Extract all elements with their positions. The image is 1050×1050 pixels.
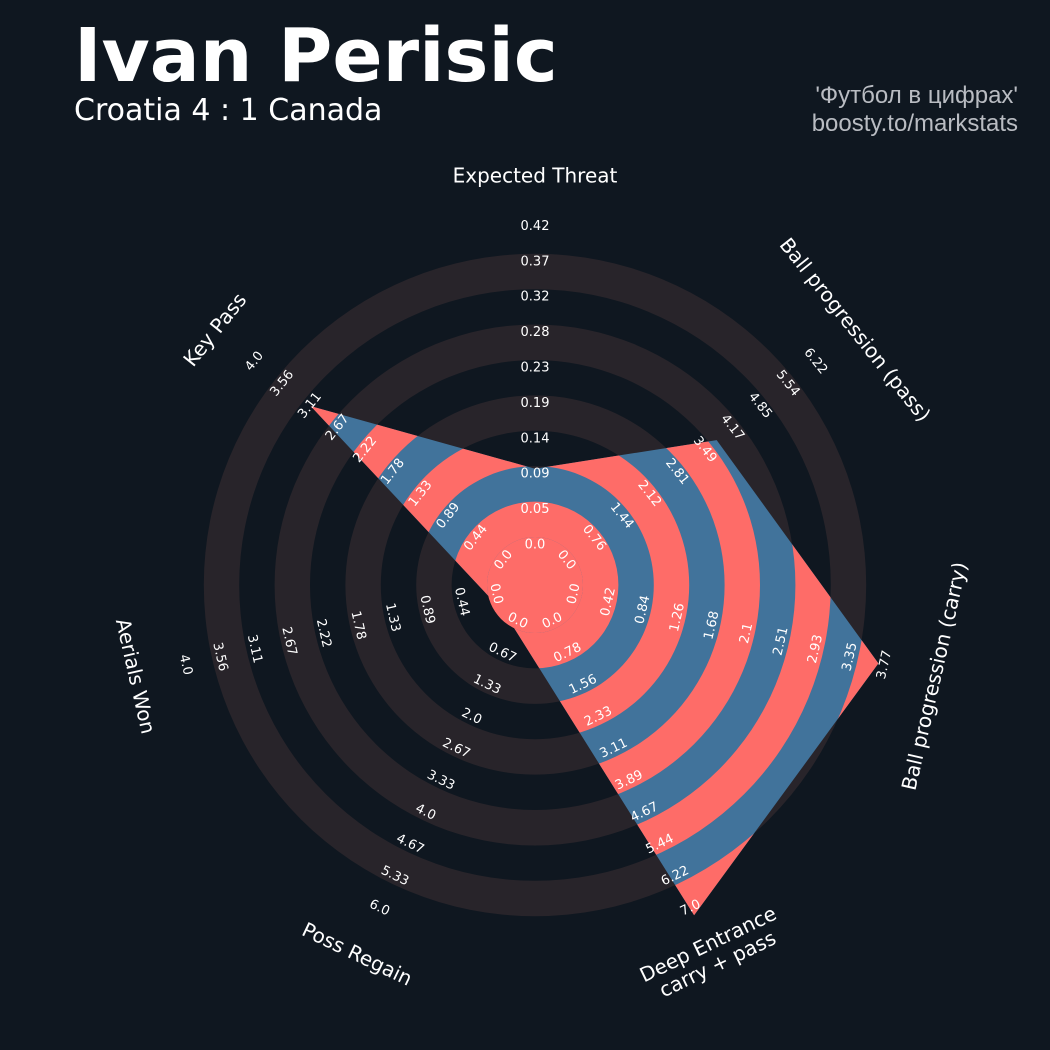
tick-label: 0.89	[416, 594, 437, 626]
tick-label: 1.26	[667, 602, 688, 634]
tick-label: 2.51	[771, 625, 792, 657]
tick-label: 6.0	[367, 897, 392, 919]
tick-label: 0.84	[632, 594, 653, 626]
tick-label: 2.1	[737, 622, 756, 646]
tick-label: 4.0	[242, 349, 267, 375]
tick-label: 0.37	[521, 254, 550, 269]
tick-label: 0.42	[521, 219, 550, 234]
param-label: Ball progression (carry)	[897, 560, 972, 793]
param-label-line: Expected Threat	[453, 163, 618, 187]
param-label: Aerials Won	[111, 616, 161, 736]
param-label-line: Aerials Won	[111, 616, 161, 736]
tick-label: 0.0	[525, 538, 546, 553]
tick-label: 2.93	[805, 633, 826, 665]
credit-block: 'Футбол в цифрах' boosty.to/markstats	[812, 82, 1018, 138]
tick-label: 0.0	[564, 582, 583, 606]
tick-label: 0.42	[598, 586, 619, 618]
param-label-line: Ball progression (carry)	[897, 560, 972, 793]
tick-label: 1.78	[347, 610, 368, 642]
center-circle	[487, 537, 583, 633]
tick-label: 2.67	[278, 625, 299, 657]
param-label: Poss Regain	[298, 917, 416, 990]
param-label: Deep Entrancecarry + pass	[636, 901, 790, 1007]
tick-label: 6.22	[801, 345, 831, 377]
tick-label: 0.44	[451, 586, 472, 618]
tick-label: 0.09	[521, 467, 550, 482]
param-label: Key Pass	[178, 288, 251, 371]
tick-label: 0.32	[521, 290, 550, 305]
tick-label: 0.0	[486, 582, 505, 606]
match-subtitle: Croatia 4 : 1 Canada	[74, 93, 383, 128]
player-name-title: Ivan Perisic	[74, 13, 558, 99]
tick-label: 0.28	[521, 325, 550, 340]
param-label-line: Key Pass	[178, 288, 251, 371]
credit-line-1: 'Футбол в цифрах'	[815, 82, 1018, 109]
tick-label: 2.22	[313, 618, 334, 650]
credit-line-2: boosty.to/markstats	[811, 110, 1018, 137]
tick-label: 0.05	[521, 502, 550, 517]
tick-label: 3.77	[874, 649, 895, 681]
tick-label: 0.19	[521, 396, 550, 411]
tick-label: 4.0	[176, 653, 195, 677]
param-label-line: Poss Regain	[298, 917, 416, 990]
tick-label: 0.23	[521, 361, 550, 376]
tick-label: 1.33	[382, 602, 403, 634]
tick-label: 1.68	[701, 610, 722, 642]
tick-label: 3.11	[244, 633, 265, 665]
tick-label: 3.35	[840, 641, 861, 673]
tick-label: 3.56	[209, 641, 230, 673]
tick-label: 0.14	[521, 431, 550, 446]
param-label: Expected Threat	[453, 163, 618, 187]
